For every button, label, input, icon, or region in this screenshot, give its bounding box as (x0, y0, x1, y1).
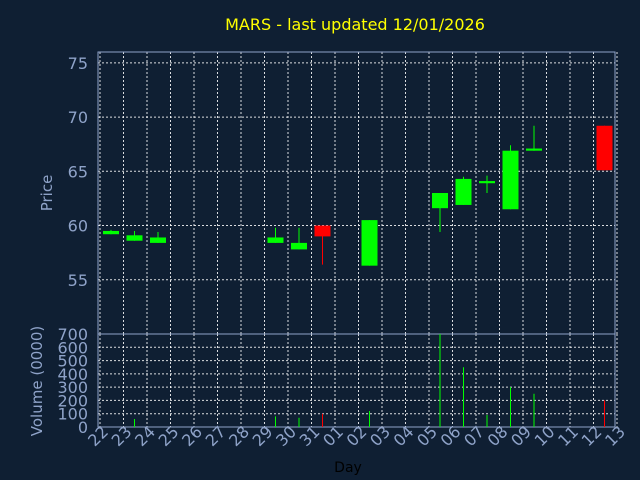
candle-body (432, 193, 448, 209)
candle-body (479, 181, 495, 184)
price-tick-label: 60 (68, 217, 88, 236)
candle-body (455, 178, 472, 205)
candle (479, 175, 495, 193)
candle (526, 125, 542, 151)
candle (502, 145, 519, 210)
price-tick-label: 55 (68, 271, 88, 290)
price-panel-frame (97, 51, 616, 335)
price-tick-labels: 55 60 65 70 75 (68, 54, 88, 290)
volume-tick-label: 200 (57, 391, 88, 410)
candle (455, 176, 472, 205)
candle (103, 229, 119, 235)
candle-body (596, 125, 613, 171)
candle (596, 125, 613, 171)
candle (291, 227, 307, 250)
chart-title: MARS - last updated 12/01/2026 (225, 15, 485, 34)
candle-body (361, 220, 378, 266)
day-tick-labels: 2223242526272829303101020304050607080910… (84, 422, 629, 450)
candle-body (314, 225, 331, 237)
candle (314, 225, 331, 265)
price-tick-label: 65 (68, 162, 88, 181)
candle-body (150, 237, 166, 243)
price-grid (98, 52, 618, 334)
candles (103, 125, 613, 266)
candle (267, 227, 284, 243)
volume-bars (134, 334, 605, 427)
price-tick-label: 75 (68, 54, 88, 73)
candle-body (267, 237, 284, 243)
volume-grid (98, 333, 618, 428)
volume-tick-label: 0 (78, 418, 88, 437)
day-tick-label: 13 (601, 422, 629, 450)
volume-tick-label: 500 (57, 352, 88, 371)
volume-tick-label: 400 (57, 365, 88, 384)
day-axis-label: Day (334, 460, 362, 476)
volume-panel-frame (97, 333, 616, 428)
price-axis-label: Price (38, 175, 56, 212)
candle (361, 220, 378, 266)
volume-tick-label: 300 (57, 378, 88, 397)
candle-body (502, 150, 519, 210)
candle (126, 230, 143, 241)
candle-body (526, 148, 542, 151)
candle-body (103, 230, 119, 235)
volume-axis-label: Volume (0000) (28, 326, 46, 436)
candle-body (291, 242, 307, 250)
candle (150, 232, 166, 243)
volume-tick-label: 600 (57, 338, 88, 357)
candle (432, 193, 448, 233)
price-tick-label: 70 (68, 108, 88, 127)
volume-tick-label: 700 (57, 325, 88, 344)
candle-body (126, 235, 143, 241)
volume-tick-label: 100 (57, 405, 88, 424)
